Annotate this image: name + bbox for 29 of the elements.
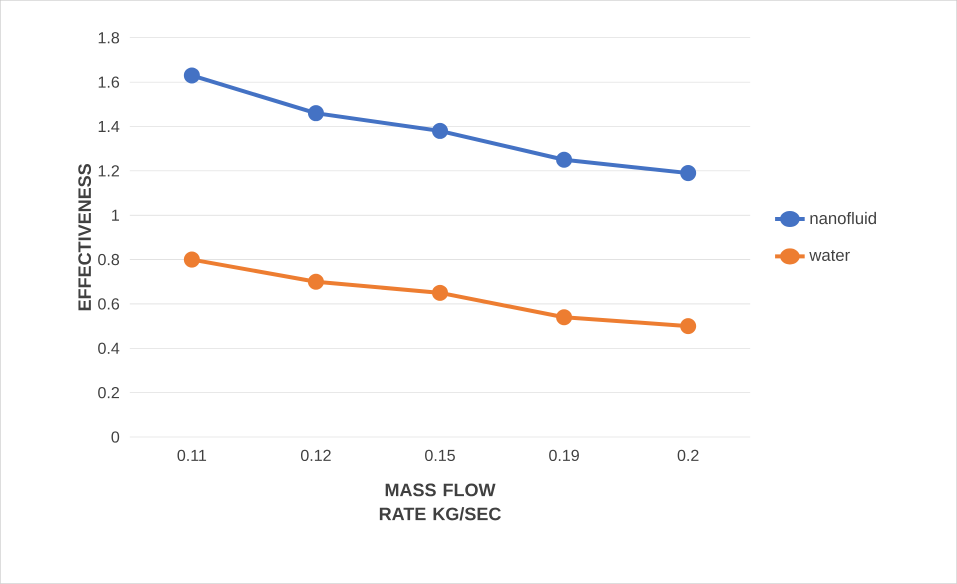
legend-label: nanofluid	[810, 212, 876, 224]
point	[432, 122, 448, 139]
y-tick-label: 0	[111, 431, 120, 443]
y-axis-title: EFFECTIVENESS	[78, 164, 92, 310]
x-tick-label: 0.19	[549, 450, 579, 462]
x-tick-label: 0.15	[425, 450, 455, 462]
point	[680, 165, 696, 182]
point	[308, 274, 324, 290]
point	[680, 318, 696, 334]
y-tick-label: 1.2	[98, 165, 119, 177]
point	[432, 284, 448, 301]
point	[308, 105, 324, 122]
point	[556, 152, 572, 168]
point	[184, 252, 200, 268]
x-axis-title: MASS FLOW RATE KG/SEC	[380, 484, 501, 521]
y-tick-label: 1.6	[98, 76, 120, 88]
y-tick-label: 1.8	[98, 32, 120, 44]
y-tick-label: 0.8	[98, 254, 120, 266]
y-tick-label: 0.4	[98, 342, 120, 354]
point	[184, 68, 200, 84]
x-tick-label: 0.2	[678, 450, 698, 462]
y-tick-label: 0.2	[98, 387, 119, 398]
legend-label: water	[809, 250, 850, 262]
y-tick-label: 1	[112, 210, 119, 221]
x-tick-label: 0.11	[178, 450, 206, 462]
point	[556, 309, 572, 326]
y-tick-label: 0.6	[98, 298, 120, 310]
y-tick-label: 1.4	[98, 121, 120, 132]
x-tick-label: 0.12	[300, 450, 331, 462]
